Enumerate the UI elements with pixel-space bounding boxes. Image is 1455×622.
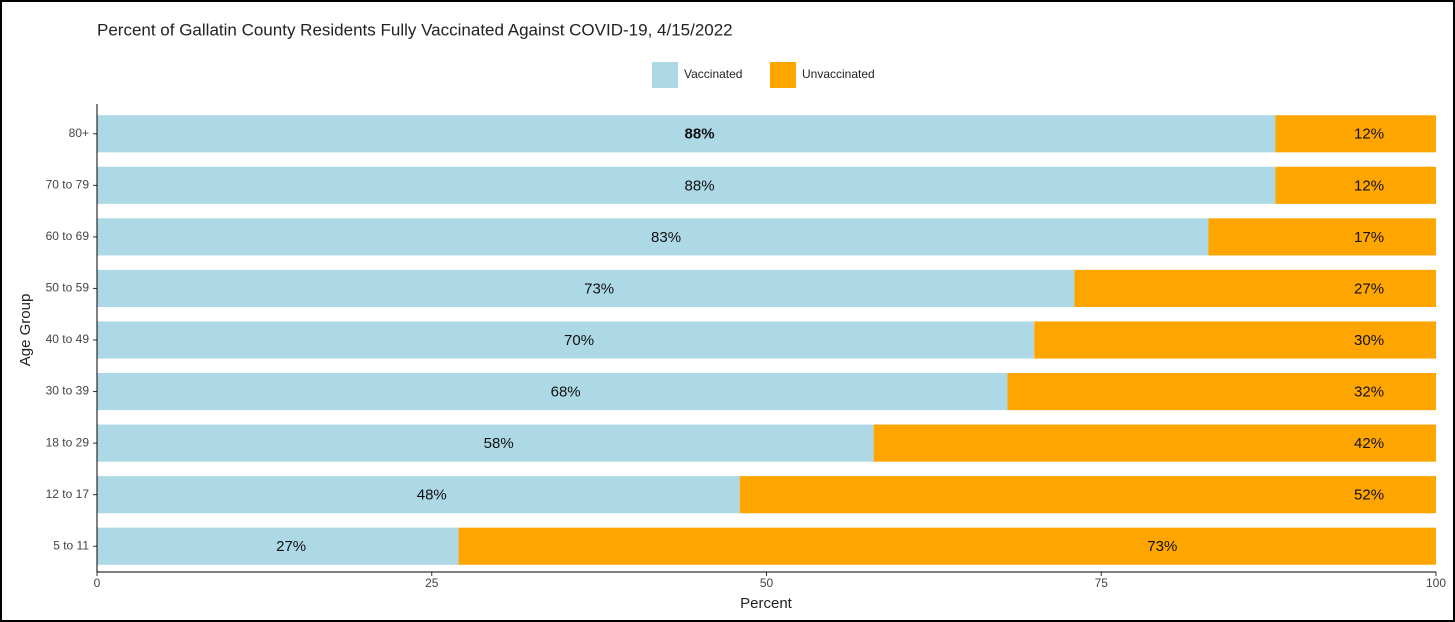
- bar-segment: [1275, 115, 1436, 153]
- bar-segment: [873, 424, 1436, 462]
- bar-segment: [97, 424, 874, 462]
- bar-segment: [97, 166, 1276, 204]
- value-label: 27%: [276, 538, 306, 555]
- y-tick-label: 5 to 11: [53, 538, 89, 552]
- x-tick-label: 100: [1426, 576, 1446, 590]
- value-label: 68%: [551, 384, 581, 401]
- value-label: 73%: [584, 280, 614, 297]
- bar-segment: [1275, 166, 1436, 204]
- value-label: 70%: [564, 332, 594, 349]
- legend-label: Unvaccinated: [802, 67, 875, 81]
- bar-segment: [458, 527, 1436, 565]
- value-label: 12%: [1354, 126, 1384, 143]
- bar-segment: [97, 115, 1276, 153]
- value-label: 17%: [1354, 229, 1384, 246]
- y-tick-label: 40 to 49: [46, 332, 90, 346]
- bar-segment: [1007, 372, 1436, 411]
- value-label: 12%: [1354, 177, 1384, 194]
- value-label: 30%: [1354, 332, 1384, 349]
- bar-segment: [97, 476, 740, 514]
- x-tick-label: 75: [1095, 576, 1109, 590]
- x-tick-label: 0: [94, 576, 101, 590]
- x-tick-label: 50: [760, 576, 774, 590]
- value-label: 83%: [651, 229, 681, 246]
- bar-segment: [97, 372, 1008, 411]
- bar-segment: [97, 321, 1035, 359]
- bar-segment: [739, 476, 1436, 514]
- bar-segment: [97, 527, 459, 565]
- bar-segment: [1208, 218, 1436, 256]
- chart-title: Percent of Gallatin County Residents Ful…: [97, 20, 733, 39]
- legend-label: Vaccinated: [684, 67, 742, 81]
- y-axis-title: Age Group: [17, 294, 34, 367]
- bar-segment: [97, 269, 1075, 308]
- legend-swatch: [770, 62, 796, 88]
- bar-segment: [1074, 269, 1436, 308]
- value-label: 88%: [685, 177, 715, 194]
- y-tick-label: 30 to 39: [46, 384, 90, 398]
- legend-swatch: [652, 62, 678, 88]
- bar-segment: [1034, 321, 1436, 359]
- x-axis-title: Percent: [740, 595, 793, 612]
- y-tick-label: 70 to 79: [46, 178, 90, 192]
- value-label: 27%: [1354, 280, 1384, 297]
- y-tick-label: 50 to 59: [46, 281, 90, 295]
- y-tick-label: 80+: [69, 126, 89, 140]
- value-label: 73%: [1147, 538, 1177, 555]
- x-tick-label: 25: [425, 576, 439, 590]
- value-label: 42%: [1354, 435, 1384, 452]
- value-label: 58%: [484, 435, 514, 452]
- value-label: 48%: [417, 487, 447, 504]
- value-label: 52%: [1354, 487, 1384, 504]
- bar-segment: [97, 218, 1209, 256]
- value-label: 88%: [685, 126, 715, 143]
- y-tick-label: 60 to 69: [46, 229, 90, 243]
- y-tick-label: 18 to 29: [46, 435, 90, 449]
- value-label: 32%: [1354, 384, 1384, 401]
- y-tick-label: 12 to 17: [46, 487, 90, 501]
